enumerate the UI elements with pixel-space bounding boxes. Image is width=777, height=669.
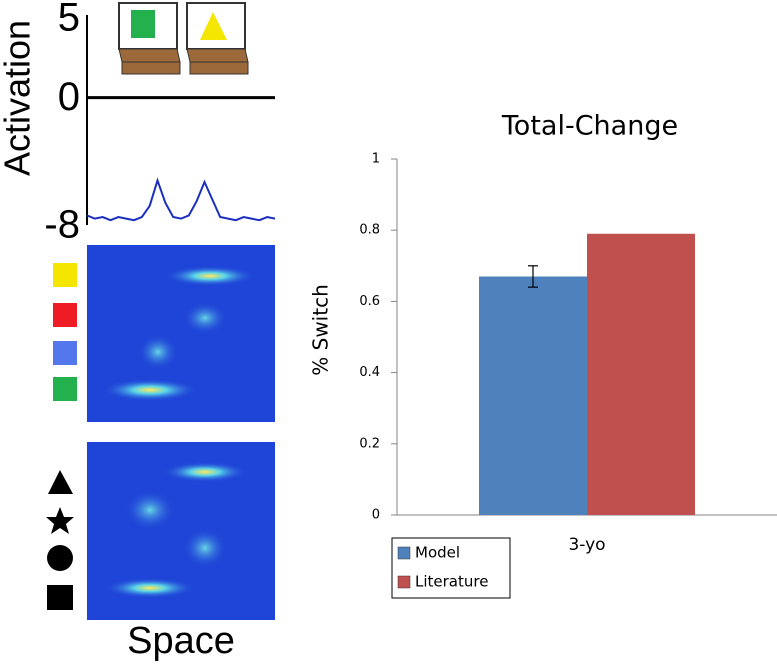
legend-swatch (397, 546, 411, 560)
y-axis-label: % Switch (309, 284, 333, 375)
y-tick-label: 0 (58, 75, 80, 119)
chart-title: Total-Change (501, 111, 678, 142)
y-tick-label: 0.8 (359, 223, 380, 238)
heatmap-shapes (87, 442, 275, 620)
y-tick-label: 1 (372, 152, 380, 167)
legend-label: Model (415, 544, 460, 562)
legend-box (391, 537, 511, 599)
legend-label: Literature (415, 573, 488, 591)
y-tick-label: 0 (372, 508, 380, 523)
y-axis-label: Activation (0, 20, 38, 176)
y-tick-label: 0.2 (359, 436, 380, 451)
computer-icons (118, 2, 249, 75)
y-tick-label: 0.6 (359, 294, 380, 309)
y-tick-label: -8 (44, 203, 80, 247)
x-axis-label: Space (127, 620, 235, 662)
feature-keys (46, 263, 77, 610)
legend-swatch (397, 575, 411, 589)
heatmap-colors (87, 245, 275, 422)
x-tick-label: 3-yo (568, 535, 605, 555)
bar (479, 276, 587, 515)
error-bar (528, 265, 538, 288)
y-tick-label: 0.4 (359, 365, 380, 380)
activation-line (86, 177, 276, 222)
y-tick-label: 5 (58, 0, 80, 40)
bar (587, 233, 695, 515)
